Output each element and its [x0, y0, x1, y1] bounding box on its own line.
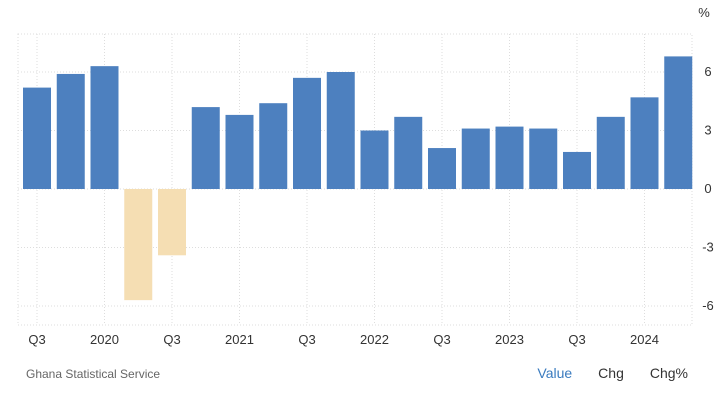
bar: [394, 116, 423, 189]
bar: [293, 77, 321, 189]
bar: [360, 130, 389, 189]
bar: [225, 114, 254, 189]
bar: [124, 189, 153, 301]
x-axis: Q3 2020 Q3 2021 Q3 2022 Q3 2023 Q3 2024: [28, 332, 659, 347]
tab-chg[interactable]: Chg: [598, 365, 624, 381]
x-tick-label: Q3: [433, 332, 450, 347]
bar: [158, 189, 186, 256]
x-tick-label: 2021: [225, 332, 254, 347]
bar: [23, 87, 51, 189]
x-tick-label: 2024: [630, 332, 659, 347]
view-tabs: Value Chg Chg%: [537, 365, 688, 381]
grid: [17, 33, 693, 326]
bar: [461, 128, 490, 189]
y-tick-label: 0: [704, 181, 711, 196]
x-tick-label: 2020: [90, 332, 119, 347]
tab-value[interactable]: Value: [537, 365, 573, 381]
x-tick-label: Q3: [568, 332, 585, 347]
bar: [191, 107, 220, 189]
bar: [664, 56, 693, 190]
x-tick-label: Q3: [298, 332, 315, 347]
y-tick-label: 3: [704, 123, 711, 138]
bar: [428, 148, 456, 189]
y-tick-label: 6: [704, 64, 711, 79]
x-tick-label: Q3: [163, 332, 180, 347]
bar: [56, 73, 85, 189]
source-label: Ghana Statistical Service: [26, 367, 161, 381]
x-tick-label: Q3: [28, 332, 45, 347]
bar: [563, 151, 591, 189]
y-tick-label: -3: [702, 240, 714, 255]
bars: [23, 56, 693, 301]
bar: [529, 128, 558, 189]
x-tick-label: 2023: [495, 332, 524, 347]
bar: [630, 97, 659, 189]
bar: [596, 116, 625, 189]
y-axis: 6 3 0 -3 -6: [702, 64, 714, 313]
bar: [90, 66, 119, 189]
y-unit-label: %: [698, 5, 710, 20]
bar: [259, 103, 288, 189]
tab-chg-percent[interactable]: Chg%: [649, 365, 688, 381]
x-tick-label: 2022: [360, 332, 389, 347]
bar: [326, 72, 355, 189]
y-tick-label: -6: [702, 298, 714, 313]
bar: [495, 126, 524, 189]
